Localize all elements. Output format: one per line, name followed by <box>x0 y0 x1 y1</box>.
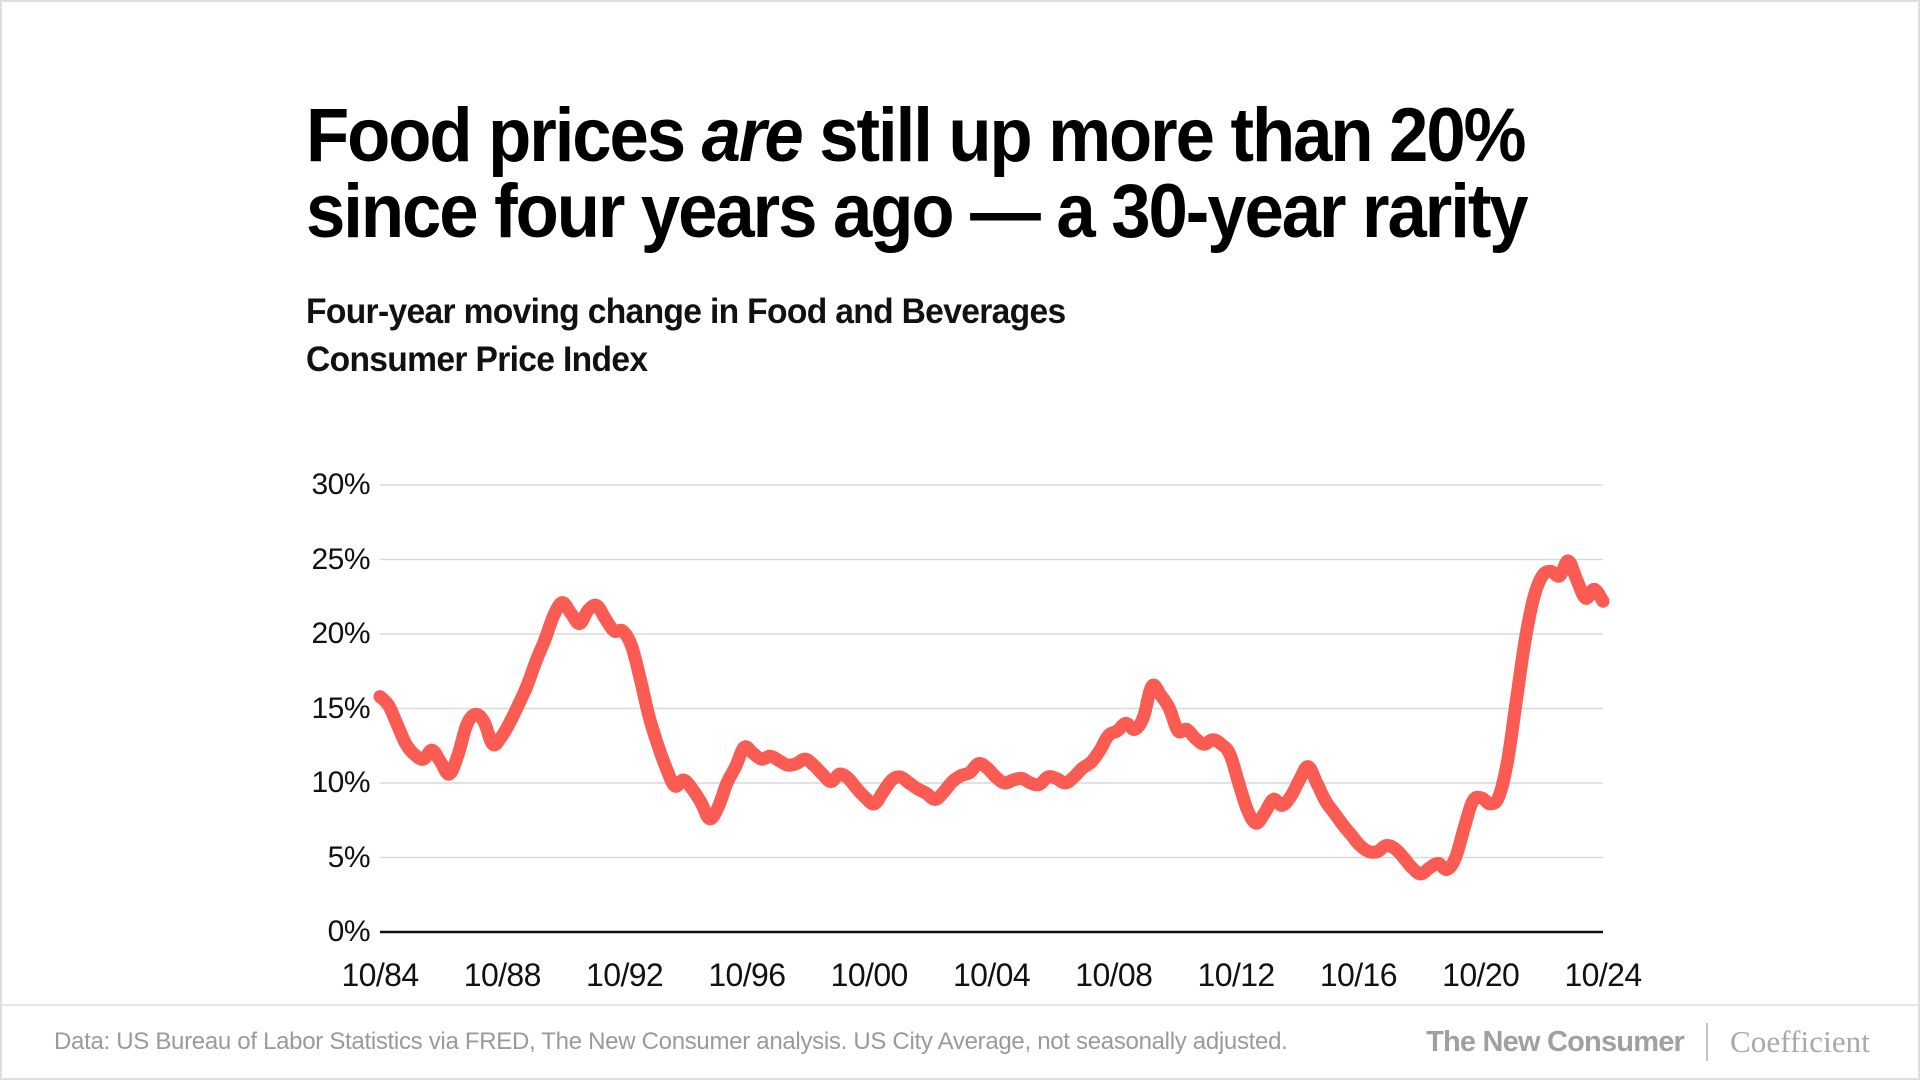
y-axis-tick-label: 10% <box>311 766 370 799</box>
x-axis-tick-label: 10/92 <box>586 957 664 993</box>
x-axis-tick-labels: 10/84 10/88 10/92 10/96 10/00 10/04 10/08 10/12… <box>2 957 1918 1009</box>
title-text: Food prices <box>306 93 702 178</box>
y-axis-tick-label: 0% <box>327 915 371 948</box>
y-axis-tick-labels: 0% 5% 10% 15% 20% 25% 30% <box>302 457 370 957</box>
brand-lockup: The New Consumer Coefficient <box>1426 1023 1870 1061</box>
source-note: Data: US Bureau of Labor Statistics via … <box>54 1028 1288 1055</box>
page-title: Food prices are still up more than 20% si… <box>306 98 1552 250</box>
x-axis-tick-label: 10/00 <box>830 957 909 993</box>
y-axis-tick-label: 25% <box>311 542 370 576</box>
brand-divider <box>1706 1023 1709 1061</box>
data-line <box>373 554 1610 881</box>
x-axis-tick-label: 10/96 <box>708 957 786 993</box>
data-series-group <box>373 554 1610 881</box>
brand-coefficient: Coefficient <box>1730 1024 1870 1059</box>
plot-area: 0% 5% 10% 15% 20% 25% 30% <box>2 457 1918 957</box>
x-axis-tick-label: 10/88 <box>463 957 542 993</box>
chart-footer: Data: US Bureau of Labor Statistics via … <box>2 1004 1918 1078</box>
x-axis-tick-label: 10/04 <box>952 957 1031 993</box>
page-title-line-2: since four years ago — a 30-year rarity <box>306 169 1529 254</box>
x-axis-tick-label: 10/16 <box>1319 957 1398 993</box>
y-axis-tick-label: 5% <box>327 840 371 874</box>
y-axis-tick-label: 20% <box>311 617 370 650</box>
y-axis-tick-label: 30% <box>311 468 370 501</box>
x-axis-tick-label: 10/08 <box>1075 957 1153 993</box>
page-title-line-1: Food prices are still up more than 20% <box>306 98 1552 174</box>
gridlines <box>380 484 1603 859</box>
title-emphasis: are <box>701 93 804 178</box>
chart-svg <box>373 484 1610 934</box>
title-text: still up more than 20% <box>801 93 1526 178</box>
chart-subtitle: Four-year moving change in Food and Beve… <box>306 292 1066 380</box>
x-axis-tick-label: 10/24 <box>1564 957 1642 993</box>
chart-header: Food prices are still up more than 20% si… <box>306 98 1646 385</box>
y-axis-tick-label: 15% <box>311 691 370 725</box>
x-axis-tick-label: 10/84 <box>341 957 419 993</box>
x-axis-tick-label: 10/20 <box>1442 957 1520 993</box>
x-axis-tick-label: 10/12 <box>1197 957 1276 993</box>
brand-the-new-consumer: The New Consumer <box>1426 1025 1685 1058</box>
